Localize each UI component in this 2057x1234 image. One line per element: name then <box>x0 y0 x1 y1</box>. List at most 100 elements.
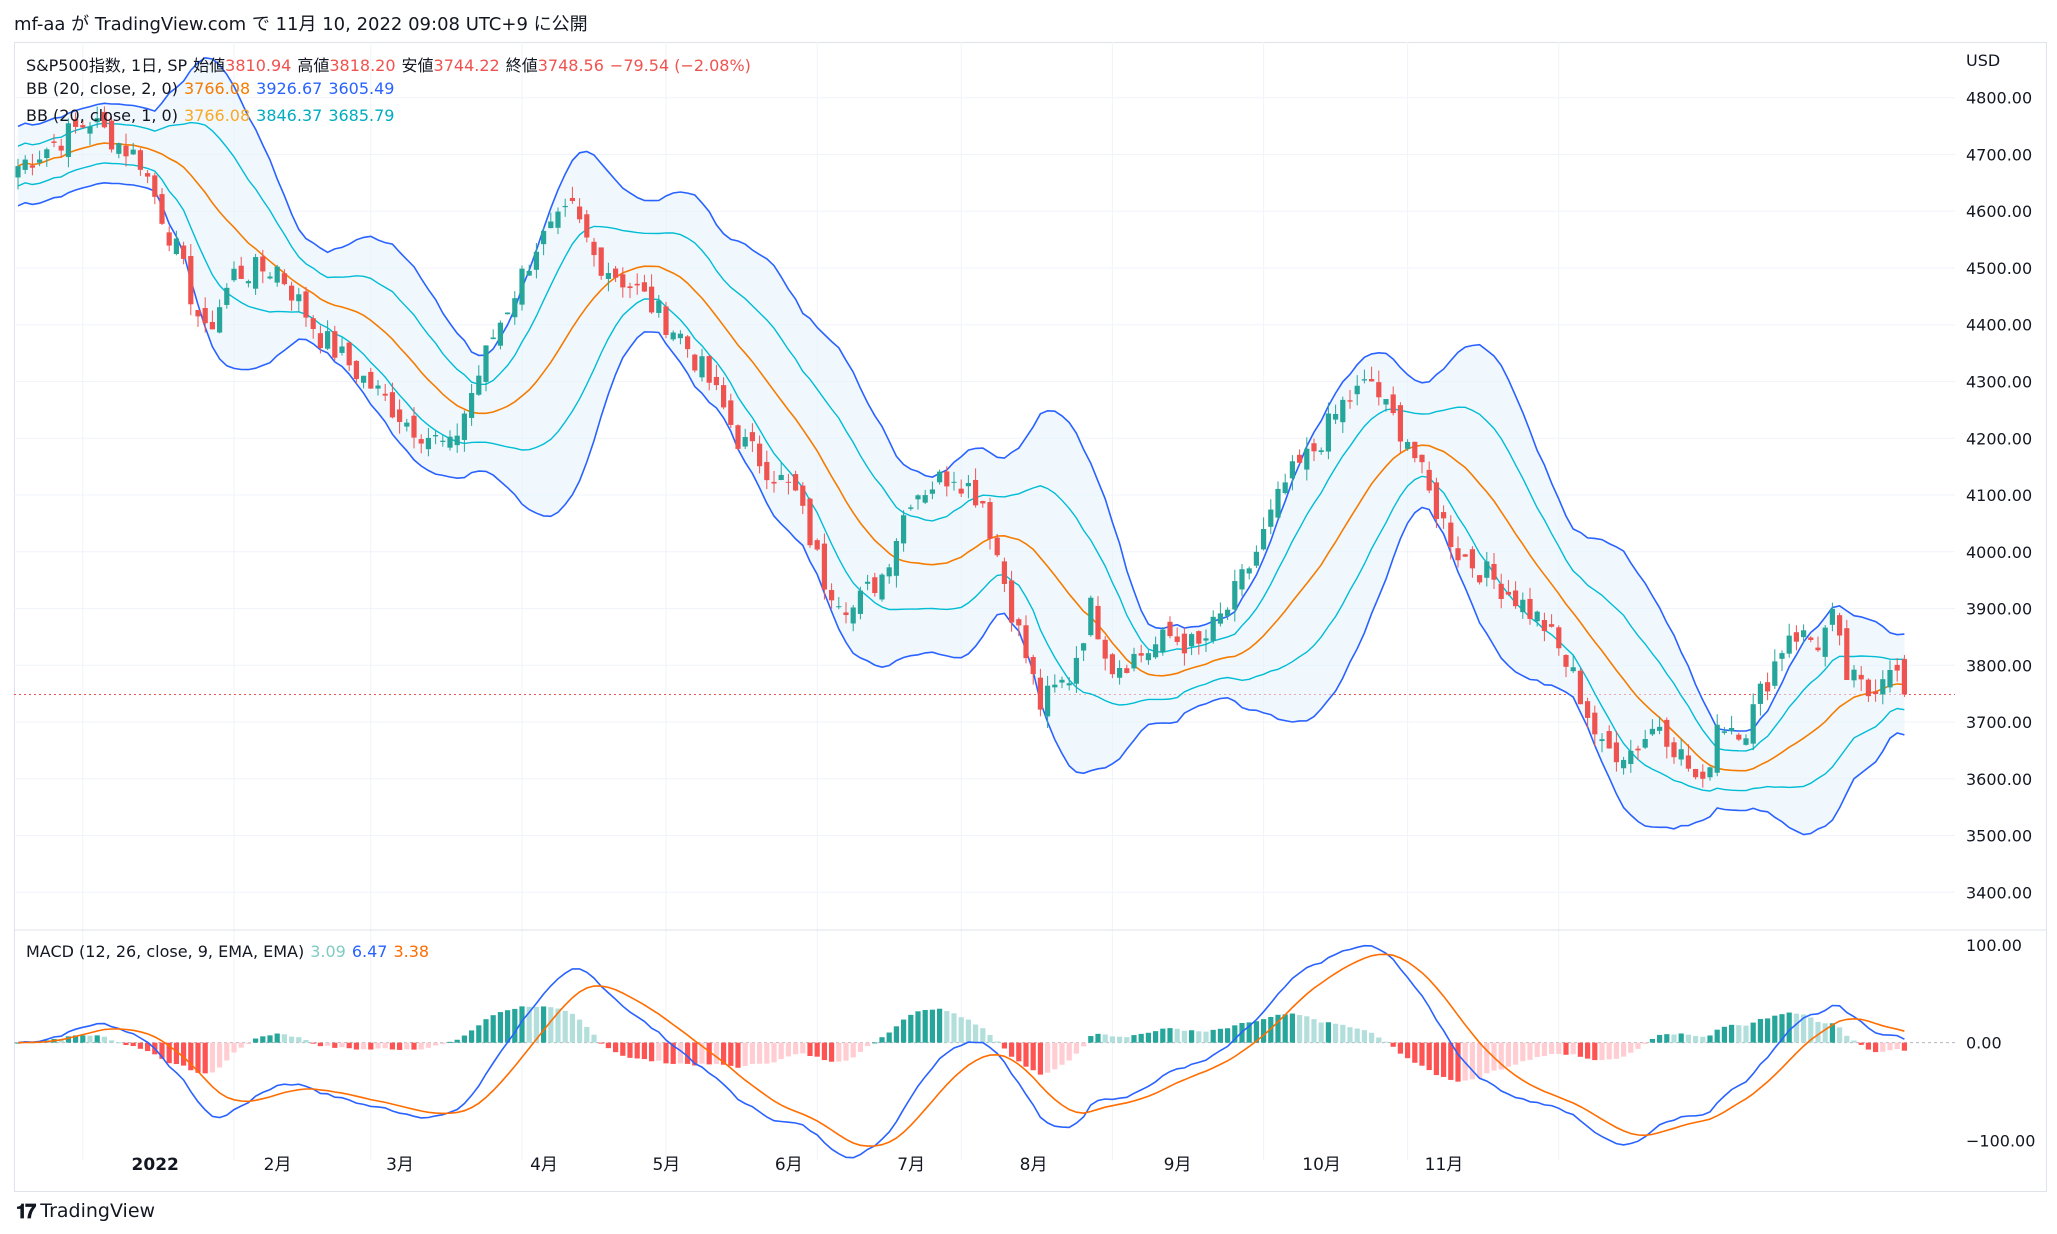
legend-low-label: 安値 <box>401 56 434 75</box>
legend-open-label: 始値 <box>193 56 226 75</box>
macd-histogram-bar <box>1873 1042 1879 1053</box>
candle-body <box>87 126 93 134</box>
candle-body <box>670 332 676 340</box>
candle-body <box>1649 728 1655 735</box>
candle-body <box>829 590 835 601</box>
bb2-low: 3685.79 <box>328 106 395 125</box>
macd-histogram-bar <box>613 1042 619 1053</box>
macd-histogram-bar <box>548 1007 554 1043</box>
macd-histogram-bar <box>562 1010 568 1043</box>
macd-histogram-bar <box>447 1041 453 1043</box>
candle-body <box>397 409 403 422</box>
macd-histogram-bar <box>555 1008 561 1043</box>
candle-body <box>1894 664 1900 671</box>
macd-histogram-bar <box>1786 1012 1792 1043</box>
macd-histogram-bar <box>145 1042 151 1052</box>
macd-histogram-bar <box>1275 1014 1281 1043</box>
candle-body <box>1469 549 1475 569</box>
macd-histogram-bar <box>497 1012 503 1043</box>
candle-body <box>1124 668 1130 673</box>
macd-histogram-bar <box>274 1033 280 1043</box>
macd-histogram-bar <box>209 1042 215 1073</box>
bb-upper-1sd <box>17 121 1905 752</box>
macd-histogram-bar <box>814 1042 820 1057</box>
macd-histogram-bar <box>821 1042 827 1061</box>
candle-body <box>915 495 921 500</box>
candle-body <box>1556 627 1562 649</box>
macd-histogram-bar <box>1570 1042 1576 1055</box>
candle-body <box>1073 657 1079 684</box>
macd-histogram-bar <box>94 1035 100 1043</box>
macd-histogram-bar <box>605 1042 611 1049</box>
macd-histogram-bar <box>1016 1042 1022 1062</box>
macd-histogram-bar <box>994 1041 1000 1043</box>
macd-histogram-bar <box>389 1042 395 1050</box>
macd-histogram-bar <box>1621 1042 1627 1057</box>
candle-body <box>591 241 597 256</box>
candle-body <box>526 270 532 276</box>
macd-histogram-bar <box>130 1042 136 1047</box>
legend-high-label: 高値 <box>297 56 330 75</box>
candle-body <box>1844 628 1850 680</box>
macd-histogram-bar <box>1001 1042 1007 1049</box>
candle-body <box>569 197 575 202</box>
candle-body <box>555 211 561 228</box>
macd-histogram-bar <box>1563 1042 1569 1055</box>
macd-histogram-bar <box>929 1009 935 1043</box>
candle-body <box>1541 619 1547 632</box>
candle-body <box>1160 629 1166 653</box>
candle-body <box>1261 528 1267 550</box>
candle-body <box>1829 608 1835 625</box>
macd-histogram-bar <box>742 1042 748 1067</box>
macd-histogram-bar <box>872 1042 878 1044</box>
macd-histogram-bar <box>829 1042 835 1062</box>
macd-histogram-bar <box>1844 1035 1850 1043</box>
candle-body <box>260 256 266 272</box>
macd-histogram-bar <box>1361 1030 1367 1043</box>
candle-body <box>937 471 943 483</box>
candle-body <box>1613 742 1619 763</box>
candle-body <box>1693 768 1699 778</box>
macd-histogram-bar <box>1505 1042 1511 1067</box>
candle-body <box>613 268 619 278</box>
macd-histogram-bar <box>836 1042 842 1062</box>
candle-body <box>1297 454 1303 463</box>
candle-body <box>1707 767 1713 778</box>
candle-body <box>1340 399 1346 423</box>
candle-body <box>677 333 683 339</box>
macd-histogram-bar <box>490 1015 496 1043</box>
time-axis-label: 11月 <box>1425 1155 1464 1175</box>
candle-body <box>541 230 547 245</box>
legend-low: 3744.22 <box>433 56 500 75</box>
macd-histogram-bar <box>886 1032 892 1043</box>
macd-histogram-bar <box>1757 1018 1763 1043</box>
candle-body <box>1527 598 1533 619</box>
macd-histogram-bar <box>1145 1032 1151 1043</box>
candle-body <box>454 435 460 446</box>
candle-body <box>461 413 467 440</box>
footer-brand[interactable]: 𝟏𝟕 TradingView <box>16 1199 155 1223</box>
macd-histogram-bar <box>1023 1042 1029 1067</box>
macd-histogram-bar <box>778 1042 784 1060</box>
macd-histogram-bar <box>764 1042 770 1064</box>
macd-histogram-bar <box>865 1042 871 1046</box>
macd-histogram-bar <box>137 1042 143 1049</box>
candle-body <box>778 474 784 481</box>
candle-body <box>1498 583 1504 600</box>
macd-histogram-bar <box>238 1042 244 1048</box>
macd-histogram-bar <box>195 1042 201 1073</box>
macd-histogram-bar <box>1693 1036 1699 1043</box>
candle-body <box>1189 634 1195 647</box>
macd-histogram-bar <box>1433 1042 1439 1076</box>
candle-body <box>137 150 143 170</box>
candle-body <box>109 120 115 150</box>
macd-histogram-bar <box>1750 1022 1756 1043</box>
candle-body <box>1462 554 1468 557</box>
candle-body <box>1743 738 1749 745</box>
candle-body <box>389 392 395 418</box>
macd-histogram-bar <box>317 1042 323 1047</box>
candle-body <box>699 356 705 378</box>
macd-histogram-bar <box>1678 1033 1684 1043</box>
macd-histogram-bar <box>1736 1025 1742 1043</box>
